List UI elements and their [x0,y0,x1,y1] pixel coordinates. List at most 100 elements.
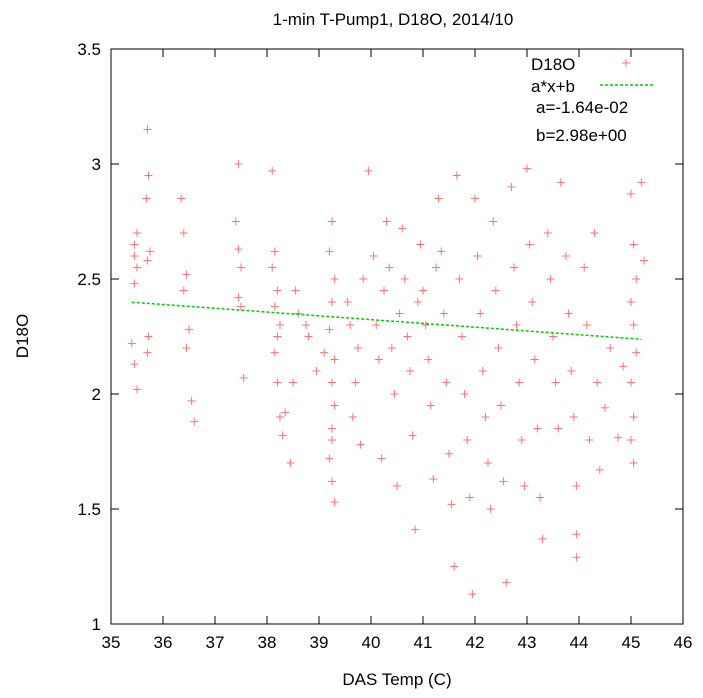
x-tick-labels: 35 36 37 38 39 40 41 42 43 44 45 46 [102,633,693,652]
data-point [179,286,188,295]
data-point [325,325,334,334]
data-point [387,344,396,352]
data-point [130,240,139,249]
y-tick-label: 3.5 [77,40,101,59]
data-point [627,298,635,306]
data-point [328,424,336,433]
data-point [144,171,153,180]
data-point [442,378,451,387]
data-point [127,339,136,348]
data-point [364,166,373,175]
data-point [452,171,461,180]
data-point [572,530,581,539]
data-point [328,477,336,486]
data-point [601,403,609,412]
data-point [525,240,534,249]
data-point [520,482,529,490]
data-point [528,298,537,306]
legend-label-fit: a*x+b [531,77,575,96]
data-point [510,263,518,272]
data-point [585,436,594,444]
data-point [276,321,284,329]
data-point [614,433,622,442]
data-point [281,408,290,417]
data-point [562,252,570,260]
data-point [640,256,648,265]
axis-ticks [110,48,684,625]
data-point [346,321,355,329]
data-point [291,286,300,295]
data-point [146,247,154,256]
legend-marker-d18o [622,59,630,67]
data-point [413,298,422,306]
data-point [629,321,638,329]
data-point [439,309,448,318]
data-point [595,465,604,474]
data-point [385,263,394,272]
data-point [632,275,641,283]
data-point [330,275,339,283]
data-point [473,252,482,260]
data-point [426,401,435,410]
data-point [330,401,339,410]
x-tick-label: 44 [570,633,589,652]
data-point [190,417,199,426]
data-point [546,275,555,283]
data-point [142,194,151,203]
data-point [629,459,638,467]
data-point [133,385,141,394]
data-point [465,493,474,502]
data-point [478,367,487,375]
data-point [231,217,240,226]
data-point [330,498,339,507]
data-point [130,279,139,288]
annotation-b: b=2.98e+00 [536,126,627,145]
data-point [463,436,472,444]
data-point [523,164,531,173]
data-point [403,332,412,341]
data-point [481,413,490,421]
data-point [471,194,479,203]
y-tick-label: 1 [92,615,101,634]
data-point [460,390,469,398]
data-point [270,348,279,357]
data-point [424,355,433,364]
data-point [278,431,287,440]
data-point [237,263,245,272]
x-axis-label: DAS Temp (C) [342,670,451,689]
data-point [429,475,438,484]
scatter-points [127,125,648,599]
data-point [273,332,282,341]
data-point [450,562,459,571]
data-point [497,401,505,410]
data-point [351,378,360,387]
data-point [398,224,407,233]
data-point [536,493,544,502]
data-point [476,309,485,318]
data-point [276,413,284,421]
plot-area: 35 36 37 38 39 40 41 42 43 44 45 46 1 1.5 2 2.5 3 3.5 [77,40,692,652]
data-point [328,436,336,444]
data-point [143,348,152,357]
data-point [619,362,628,371]
data-point [143,256,152,265]
data-point [289,378,297,387]
data-point [400,275,409,283]
data-point [590,229,599,237]
data-point [530,355,539,364]
data-point [374,355,383,364]
data-point [572,482,581,490]
data-point [130,252,139,260]
data-point [302,321,310,329]
data-point [234,160,243,168]
data-point [580,263,589,272]
data-point [445,449,453,458]
data-point [582,321,591,329]
x-tick-label: 39 [310,633,329,652]
data-point [133,263,141,272]
y-tick-labels: 1 1.5 2 2.5 3 3.5 [77,40,101,634]
data-point [549,332,557,341]
data-point [325,247,334,256]
data-point [143,125,152,134]
